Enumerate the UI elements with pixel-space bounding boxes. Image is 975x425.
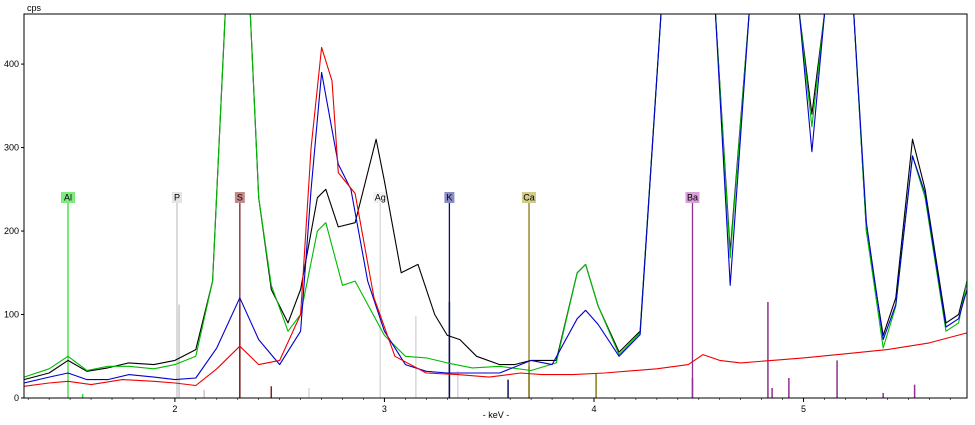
marker-label-s: S: [237, 193, 243, 203]
marker-label-p: P: [174, 193, 180, 203]
x-tick-label-5: 5: [801, 404, 806, 414]
marker-label-k: K: [446, 193, 452, 203]
marker-label-bg-al: [61, 192, 76, 203]
series-line-3: [23, 46, 968, 387]
y-tick-label-400: 400: [4, 59, 19, 69]
plot-frame: [23, 13, 968, 399]
y-tick-label-200: 200: [4, 226, 19, 236]
x-tick-label-3: 3: [382, 404, 387, 414]
marker-label-bg-ba: [685, 192, 700, 203]
y-tick-label-0: 0: [14, 393, 19, 403]
y-tick-label-100: 100: [4, 310, 19, 320]
element-markers: Al P S Ag K Ca Ba: [61, 192, 700, 398]
y-tick-label-300: 300: [4, 143, 19, 153]
marker-label-bg-p: [171, 192, 182, 203]
marker-label-ag: Ag: [375, 193, 386, 203]
marker-label-al: Al: [64, 193, 72, 203]
series-line-2: [23, 13, 968, 384]
marker-label-bg-ag: [373, 192, 388, 203]
marker-label-bg-ca: [522, 192, 537, 203]
x-tick-label-4: 4: [591, 404, 596, 414]
x-tick-label-2: 2: [172, 404, 177, 414]
marker-label-ba: Ba: [687, 193, 698, 203]
y-unit-label: cps: [27, 3, 42, 13]
marker-label-bg-s: [234, 192, 245, 203]
x-unit-label: - keV -: [483, 410, 510, 420]
marker-label-ca: Ca: [523, 193, 535, 203]
marker-label-bg-k: [444, 192, 455, 203]
